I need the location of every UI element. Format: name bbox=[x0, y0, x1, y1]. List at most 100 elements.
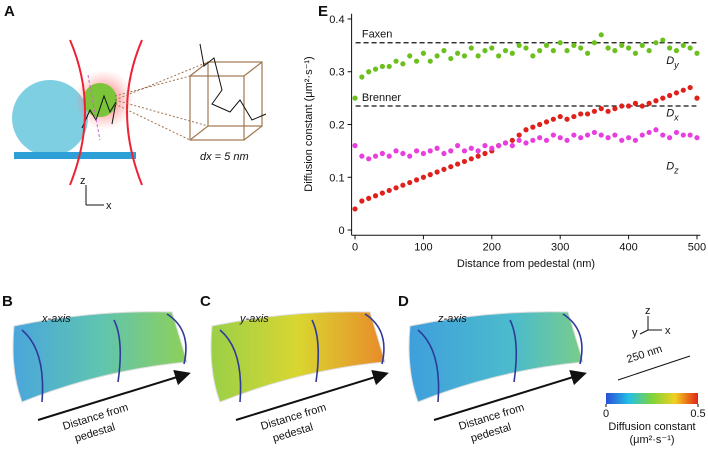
point bbox=[530, 137, 536, 143]
point bbox=[434, 145, 440, 151]
point bbox=[441, 48, 447, 54]
trajectory bbox=[81, 94, 117, 129]
point bbox=[400, 182, 406, 188]
point bbox=[359, 74, 365, 80]
x-tick-label: 200 bbox=[483, 241, 501, 253]
map-legend: z y x 250 nm Diffusion constant (μm²·s⁻¹… bbox=[603, 305, 706, 446]
colorbar-unit: (μm²·s⁻¹) bbox=[629, 434, 674, 446]
point bbox=[578, 45, 584, 51]
colorbar-tick-label: 0.5 bbox=[690, 408, 705, 420]
point bbox=[516, 137, 522, 143]
point bbox=[619, 103, 625, 109]
point bbox=[420, 174, 427, 180]
point bbox=[537, 48, 543, 54]
x-axis-label: Distance from pedestal (nm) bbox=[457, 258, 595, 270]
point bbox=[680, 42, 686, 48]
point bbox=[653, 98, 659, 104]
point bbox=[660, 95, 666, 101]
point bbox=[598, 132, 604, 138]
colorbar-label: Diffusion constant bbox=[608, 421, 695, 433]
y-tick-label: 0.4 bbox=[329, 14, 344, 26]
ring bbox=[21, 329, 44, 403]
point bbox=[530, 124, 536, 130]
point bbox=[352, 206, 358, 212]
point bbox=[468, 156, 474, 162]
point bbox=[673, 90, 680, 96]
point bbox=[632, 137, 639, 143]
point bbox=[386, 63, 392, 70]
point bbox=[612, 132, 618, 138]
ring bbox=[562, 313, 583, 365]
point bbox=[400, 61, 406, 67]
point bbox=[523, 45, 529, 51]
point bbox=[448, 164, 454, 170]
point bbox=[523, 140, 529, 146]
point bbox=[571, 132, 577, 138]
point bbox=[427, 58, 433, 64]
point bbox=[598, 106, 604, 112]
point bbox=[379, 150, 385, 157]
point bbox=[366, 156, 372, 162]
point bbox=[632, 50, 639, 56]
point bbox=[379, 63, 385, 70]
point bbox=[496, 53, 502, 59]
point bbox=[523, 127, 529, 133]
point bbox=[441, 150, 447, 157]
point bbox=[537, 135, 543, 141]
point bbox=[496, 143, 502, 149]
point bbox=[543, 137, 550, 143]
panel-letter: D bbox=[398, 293, 409, 310]
point bbox=[502, 48, 509, 54]
axis-label: x bbox=[665, 325, 671, 337]
point bbox=[619, 42, 625, 48]
point bbox=[673, 129, 680, 136]
point bbox=[625, 45, 632, 51]
axis-label: x bbox=[106, 200, 112, 212]
cube bbox=[189, 61, 263, 141]
point bbox=[461, 53, 468, 59]
series-label: Dy bbox=[666, 55, 679, 70]
point bbox=[427, 148, 433, 154]
point bbox=[461, 148, 468, 154]
point bbox=[694, 95, 700, 101]
y-axis-label: Diffusion constant (μm²·s⁻¹) bbox=[303, 56, 315, 191]
point bbox=[687, 84, 693, 91]
panel-letter: B bbox=[2, 293, 13, 310]
series-label: Dx bbox=[666, 108, 679, 123]
panel-letter: C bbox=[200, 293, 211, 310]
point bbox=[612, 48, 618, 54]
point bbox=[455, 50, 461, 56]
point bbox=[530, 53, 536, 59]
point bbox=[564, 137, 570, 143]
panel-a: A dx = 5 nm z x bbox=[4, 3, 267, 212]
point bbox=[584, 132, 591, 138]
point bbox=[366, 69, 372, 75]
point bbox=[359, 153, 365, 159]
point bbox=[605, 108, 611, 114]
ring bbox=[364, 313, 385, 365]
point bbox=[557, 113, 563, 120]
point bbox=[639, 132, 645, 138]
point bbox=[543, 42, 550, 48]
point bbox=[632, 100, 639, 106]
colorbar-tick-label: 0 bbox=[603, 408, 609, 420]
point bbox=[578, 135, 584, 141]
x-tick-label: 0 bbox=[352, 241, 358, 253]
chart: E Diffusion constant (μm²·s⁻¹) Distance … bbox=[303, 3, 706, 270]
point bbox=[413, 148, 420, 154]
arrow bbox=[433, 369, 587, 421]
point bbox=[543, 119, 550, 125]
point bbox=[646, 100, 652, 106]
point bbox=[591, 108, 597, 114]
point bbox=[352, 143, 358, 149]
point bbox=[578, 111, 584, 117]
point bbox=[441, 166, 447, 172]
scale-label: 250 nm bbox=[625, 343, 664, 366]
point bbox=[468, 145, 474, 151]
point bbox=[687, 45, 693, 51]
ring bbox=[509, 319, 518, 383]
point bbox=[407, 153, 413, 159]
point bbox=[482, 150, 488, 157]
point bbox=[667, 45, 673, 51]
point bbox=[571, 113, 577, 120]
